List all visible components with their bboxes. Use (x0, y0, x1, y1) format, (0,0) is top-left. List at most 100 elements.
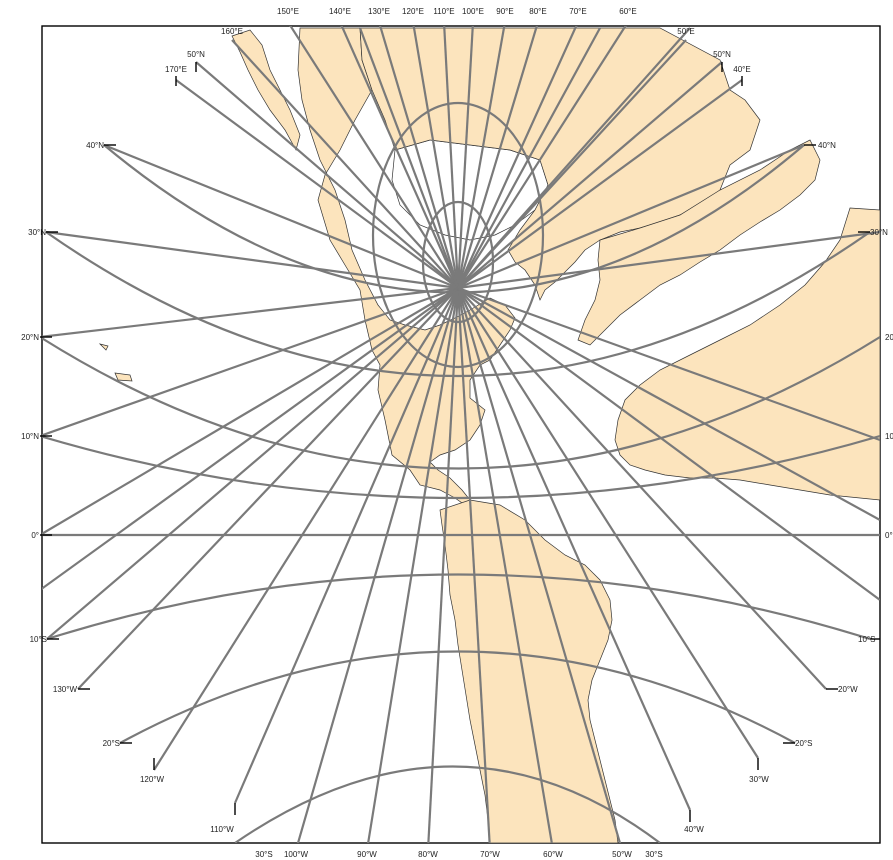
meridian-line (175, 79, 459, 289)
meridian-line (456, 287, 622, 843)
label-20w: 20°W (838, 685, 858, 694)
label-90w: 90°W (357, 850, 377, 859)
label-30n-right: 30°N (870, 228, 888, 237)
meridian-line (457, 287, 759, 759)
meridian-line (457, 287, 880, 521)
meridian-line (443, 26, 460, 289)
label-120w: 120°W (140, 775, 165, 784)
meridian-line (45, 230, 459, 290)
label-40w: 40°W (684, 825, 704, 834)
africa-landmass (614, 207, 880, 501)
pacific-islands (98, 343, 133, 382)
meridian-line (457, 79, 743, 289)
label-20n-left: 20°N (21, 333, 39, 342)
label-100w: 100°W (284, 850, 309, 859)
label-110e: 110°E (433, 7, 454, 16)
meridian-line (103, 143, 459, 290)
meridian-line (457, 286, 880, 442)
parallel-line (103, 144, 805, 294)
meridian-line (457, 26, 627, 289)
meridian-line (153, 287, 459, 771)
label-70e: 70°E (569, 7, 586, 16)
parallel-line (234, 765, 661, 843)
meridian-line (456, 287, 491, 843)
label-90e: 90°E (496, 7, 513, 16)
graticule-labels: 150°E 140°E 130°E 120°E 110°E 100°E 90°E… (21, 7, 893, 859)
meridian-line (427, 287, 460, 843)
label-0-right: 0° (885, 531, 893, 540)
label-80e: 80°E (529, 7, 546, 16)
label-110w: 110°W (210, 825, 234, 834)
label-170e: 170°E (165, 65, 187, 74)
label-50n-right: 50°N (713, 50, 731, 59)
label-130e: 130°E (368, 7, 390, 16)
label-70w: 70°W (480, 850, 500, 859)
label-30n-left: 30°N (28, 228, 46, 237)
meridian-line (231, 39, 459, 289)
meridian-line (456, 26, 474, 289)
label-40n-left: 40°N (86, 141, 104, 150)
meridian-line (457, 287, 880, 601)
meridian-line (457, 230, 880, 290)
meridian-line (46, 287, 459, 640)
label-150e: 150°E (277, 7, 299, 16)
meridian-line (456, 26, 506, 289)
meridian-line (457, 143, 805, 290)
label-40n-right: 40°N (818, 141, 836, 150)
meridian-line (42, 287, 459, 590)
label-40e: 40°E (733, 65, 750, 74)
meridian-line (457, 287, 827, 690)
label-10n-right: 10°N (885, 432, 893, 441)
meridian-line (195, 61, 459, 289)
meridian-line (296, 287, 460, 843)
meridian-line (42, 287, 459, 536)
parallel-line (119, 650, 796, 744)
label-30s-bottom-right: 30°S (645, 850, 662, 859)
parallel-line (45, 231, 871, 377)
meridian-line (456, 26, 538, 289)
parallel-line (42, 434, 880, 500)
label-130w: 130°W (53, 685, 78, 694)
label-120e: 120°E (402, 7, 424, 16)
label-10n-left: 10°N (21, 432, 39, 441)
meridian-line (457, 27, 601, 289)
graticule-ticks (40, 62, 880, 822)
label-20s-left: 20°S (103, 739, 120, 748)
parallel-line (46, 573, 871, 641)
meridian-line (457, 61, 723, 289)
label-10s-left: 10°S (30, 635, 47, 644)
label-140e: 140°E (329, 7, 351, 16)
europe-landmass (577, 139, 821, 346)
polar-parallel (371, 101, 545, 369)
label-30s-bottom-left: 30°S (255, 850, 272, 859)
meridian-line (289, 26, 459, 289)
parallel-line (42, 336, 880, 470)
label-60e: 60°E (619, 7, 636, 16)
label-20n-right: 20°N (885, 333, 893, 342)
label-60w: 60°W (543, 850, 563, 859)
label-80w: 80°W (418, 850, 438, 859)
meridian-line (456, 26, 578, 289)
label-0-left: 0° (31, 531, 39, 540)
meridian-line (456, 287, 553, 843)
meridian-line (42, 286, 459, 338)
meridian-line (457, 27, 691, 289)
label-50e: 50°E (677, 27, 694, 36)
land-masses (98, 27, 880, 843)
polar-parallel-inner (421, 200, 495, 324)
meridian-line (367, 287, 460, 843)
meridian-line (412, 26, 460, 289)
graticule (42, 26, 880, 843)
label-50n-left: 50°N (187, 50, 205, 59)
label-20s-right: 20°S (795, 739, 812, 748)
meridian-line (358, 27, 460, 289)
label-30w: 30°W (749, 775, 769, 784)
meridian-line (77, 287, 459, 690)
label-10s-right: 10°S (858, 635, 875, 644)
label-100e: 100°E (462, 7, 484, 16)
eurasia-landmass (359, 27, 761, 301)
meridian-line (340, 26, 460, 289)
label-160e: 160°E (221, 27, 243, 36)
meridian-line (379, 26, 460, 289)
